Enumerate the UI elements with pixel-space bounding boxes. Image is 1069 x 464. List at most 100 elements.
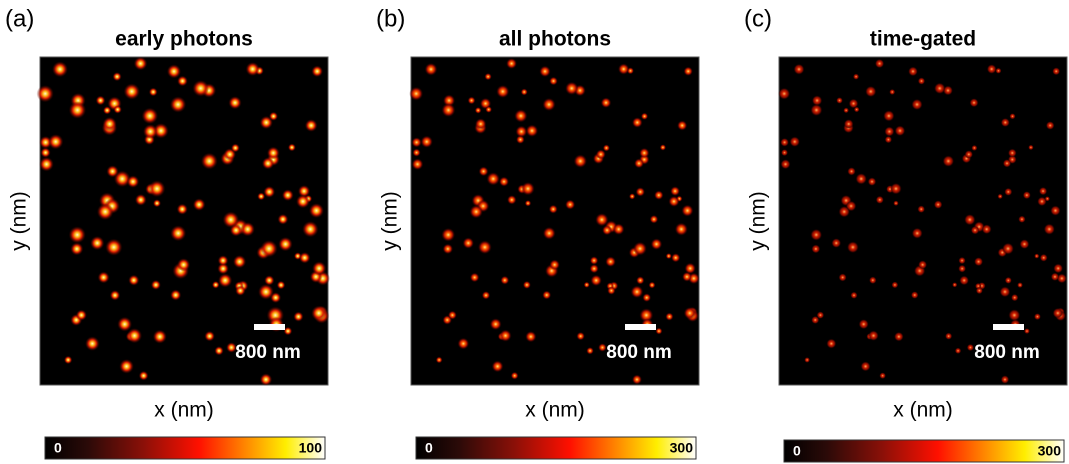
spot bbox=[565, 199, 576, 210]
spot bbox=[867, 177, 877, 186]
spot bbox=[499, 329, 512, 342]
spot bbox=[85, 336, 100, 351]
spot bbox=[276, 280, 286, 290]
spot bbox=[635, 187, 646, 197]
spot bbox=[628, 193, 636, 200]
spot bbox=[214, 346, 224, 356]
spot bbox=[639, 308, 654, 323]
spot bbox=[869, 276, 877, 284]
x-axis-label: x (nm) bbox=[154, 399, 214, 422]
spot bbox=[521, 181, 535, 196]
y-axis-label: y (nm) bbox=[379, 191, 402, 251]
spot bbox=[441, 103, 456, 118]
spot bbox=[153, 122, 169, 139]
spot bbox=[831, 238, 842, 248]
colorbar-min: 0 bbox=[425, 440, 433, 456]
spot bbox=[70, 242, 84, 256]
spot bbox=[141, 107, 159, 125]
spot bbox=[1052, 307, 1064, 319]
spot bbox=[974, 257, 984, 267]
spot bbox=[999, 286, 1011, 298]
spot bbox=[211, 280, 220, 289]
spot bbox=[981, 224, 992, 235]
spot bbox=[39, 156, 54, 172]
spot bbox=[1004, 187, 1013, 196]
scale-bar-label: 800 nm bbox=[235, 342, 300, 363]
spot bbox=[126, 328, 143, 344]
spot bbox=[68, 226, 86, 244]
spot bbox=[298, 251, 311, 264]
spot bbox=[908, 66, 918, 77]
scale-bar-label: 800 nm bbox=[606, 342, 671, 363]
spot bbox=[297, 185, 311, 198]
spot bbox=[281, 189, 294, 202]
spot bbox=[789, 136, 800, 147]
spot bbox=[1017, 282, 1023, 288]
spot bbox=[911, 227, 923, 239]
spot bbox=[97, 271, 110, 284]
spot bbox=[489, 318, 502, 331]
spot bbox=[491, 360, 504, 373]
spot bbox=[934, 82, 946, 94]
spot bbox=[586, 347, 594, 355]
spot bbox=[1053, 263, 1064, 274]
spot bbox=[259, 115, 273, 130]
spot bbox=[850, 291, 858, 299]
x-axis-label: x (nm) bbox=[893, 399, 953, 422]
spot bbox=[683, 66, 693, 76]
scale-bar bbox=[993, 324, 1024, 330]
spot bbox=[847, 241, 859, 254]
spot bbox=[52, 61, 68, 78]
spot bbox=[176, 203, 188, 215]
spot bbox=[682, 271, 692, 282]
spot bbox=[266, 146, 280, 160]
spot bbox=[970, 225, 980, 235]
spot bbox=[277, 213, 289, 225]
spot bbox=[138, 370, 149, 381]
spot bbox=[634, 158, 644, 169]
spot bbox=[123, 83, 140, 100]
spot bbox=[235, 285, 246, 296]
spot bbox=[890, 182, 902, 195]
spot bbox=[640, 112, 649, 120]
spot bbox=[995, 67, 1002, 74]
spot bbox=[1024, 328, 1030, 335]
spot bbox=[278, 236, 293, 252]
spot bbox=[781, 149, 789, 157]
spot bbox=[469, 272, 480, 283]
spot bbox=[875, 195, 884, 204]
spot bbox=[170, 289, 182, 301]
spot bbox=[304, 119, 318, 132]
spot bbox=[1002, 159, 1012, 168]
panel-title: time-gated bbox=[870, 28, 976, 51]
spot bbox=[217, 255, 229, 266]
spot bbox=[457, 337, 470, 350]
spot bbox=[311, 65, 324, 78]
spot bbox=[152, 199, 162, 208]
spot bbox=[245, 62, 260, 77]
x-axis-label: x (nm) bbox=[525, 399, 585, 422]
spot bbox=[260, 240, 278, 258]
spot bbox=[40, 147, 51, 158]
spot bbox=[858, 319, 869, 330]
spot bbox=[836, 97, 843, 104]
spot bbox=[843, 107, 849, 114]
spot bbox=[1045, 121, 1055, 130]
image bbox=[410, 56, 700, 386]
spot bbox=[838, 273, 847, 282]
panel-label: (b) bbox=[376, 5, 405, 32]
spot bbox=[650, 238, 663, 250]
spot bbox=[148, 87, 158, 97]
spot bbox=[63, 355, 73, 365]
spot bbox=[218, 273, 233, 288]
panel: (a) early photons 800 nm x (nm) y (nm) 0 100 bbox=[5, 5, 330, 460]
spot bbox=[868, 330, 879, 341]
spot bbox=[263, 185, 276, 198]
spot bbox=[128, 274, 140, 286]
spot bbox=[855, 173, 867, 185]
spot bbox=[435, 356, 443, 364]
spot bbox=[933, 200, 943, 209]
spot bbox=[884, 135, 893, 144]
spot bbox=[943, 85, 953, 96]
